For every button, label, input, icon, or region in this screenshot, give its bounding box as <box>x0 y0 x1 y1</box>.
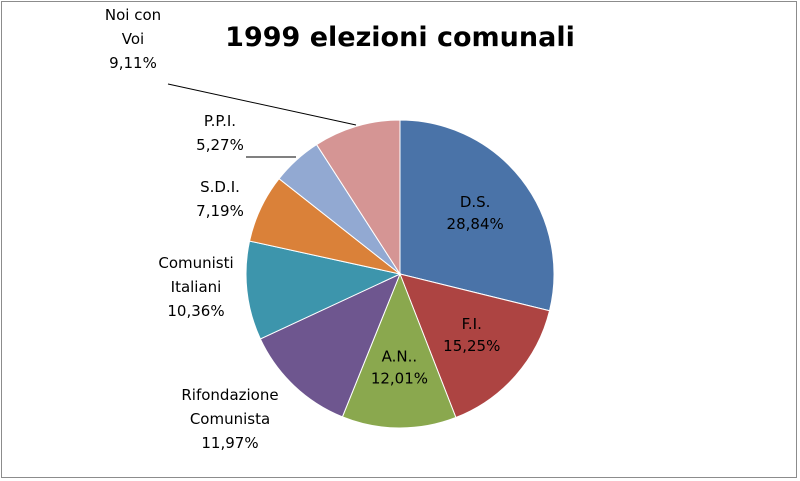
slice-label: S.D.I. 7,19% <box>196 178 244 220</box>
slice-label: D.S. 28,84% <box>447 193 504 233</box>
slice-label: A.N.. 12,01% <box>371 347 428 387</box>
slice-label: Rifondazione Comunista 11,97% <box>181 386 278 452</box>
slice-label: Noi con Voi 9,11% <box>105 6 161 72</box>
leader-line <box>167 83 357 126</box>
pie-slice-noi-con-voi <box>315 119 401 276</box>
slice-label: P.P.I. 5,27% <box>196 112 244 154</box>
pie-slice-comunisti-italiani <box>245 240 402 340</box>
slice-label: Comunisti Italiani 10,36% <box>158 254 233 320</box>
chart-title: 1999 elezioni comunali <box>225 22 575 53</box>
pie-slice-d-s <box>399 119 555 312</box>
pie-slice-a-n <box>341 272 457 429</box>
pie-slice-f-i <box>399 273 551 419</box>
pie-slice-rifondazione-comunista <box>259 273 401 418</box>
slice-label: F.I. 15,25% <box>443 315 500 355</box>
